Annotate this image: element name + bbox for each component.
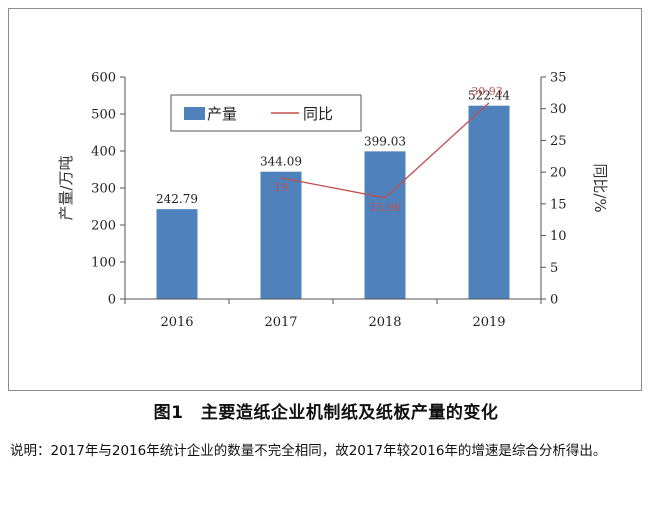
legend-line-label: 同比 bbox=[303, 105, 333, 123]
left-tick-label: 300 bbox=[91, 182, 116, 197]
bar-value-label: 522.44 bbox=[468, 89, 510, 103]
bar-value-label: 242.79 bbox=[156, 192, 198, 206]
right-tick-label: 25 bbox=[550, 134, 567, 149]
line-value-label: 30.93 bbox=[471, 85, 503, 98]
legend-bar-label: 产量 bbox=[207, 105, 237, 123]
bar-2016 bbox=[156, 209, 198, 299]
bar-2017 bbox=[260, 171, 302, 299]
right-tick-label: 5 bbox=[550, 261, 558, 276]
x-tick-label: 2018 bbox=[368, 315, 401, 330]
right-tick-label: 35 bbox=[550, 71, 567, 86]
bar-2019 bbox=[468, 105, 510, 299]
left-tick-label: 0 bbox=[108, 293, 116, 308]
bar-2018 bbox=[364, 151, 406, 299]
left-tick-label: 200 bbox=[91, 219, 116, 234]
legend-bar-swatch bbox=[184, 107, 205, 120]
bar-value-label: 399.03 bbox=[364, 134, 406, 148]
right-tick-label: 30 bbox=[550, 102, 567, 117]
chart-frame: 0 100 200 300 400 500 600 0 5 10 15 20 25 30 35 2016 201… bbox=[8, 8, 642, 391]
left-tick-label: 400 bbox=[91, 145, 116, 160]
figure-title: 图1 主要造纸企业机制纸及纸板产量的变化 bbox=[153, 403, 499, 423]
right-tick-label: 10 bbox=[550, 229, 567, 244]
right-tick-label: 20 bbox=[550, 166, 567, 181]
yoy-line bbox=[280, 102, 490, 199]
line-value-label: 19 bbox=[274, 181, 288, 194]
left-tick-label: 100 bbox=[91, 256, 116, 271]
x-tick-label: 2016 bbox=[160, 315, 193, 330]
chart: 0 100 200 300 400 500 600 0 5 10 15 20 25 30 35 2016 201… bbox=[57, 71, 609, 331]
x-tick-label: 2019 bbox=[472, 315, 505, 330]
x-tick-label: 2017 bbox=[264, 315, 297, 330]
line-value-label: 15.96 bbox=[369, 201, 401, 214]
bar-value-label: 344.09 bbox=[260, 155, 302, 169]
left-tick-label: 600 bbox=[91, 71, 116, 86]
right-tick-label: 0 bbox=[550, 293, 558, 308]
right-tick-label: 15 bbox=[550, 197, 567, 212]
left-tick-label: 500 bbox=[91, 108, 116, 123]
right-axis-title: 同比/% bbox=[591, 163, 609, 212]
figure-note: 说明：2017年与2016年统计企业的数量不完全相同，故2017年较2016年的… bbox=[10, 443, 607, 459]
left-axis-title: 产量/万吨 bbox=[57, 155, 75, 220]
